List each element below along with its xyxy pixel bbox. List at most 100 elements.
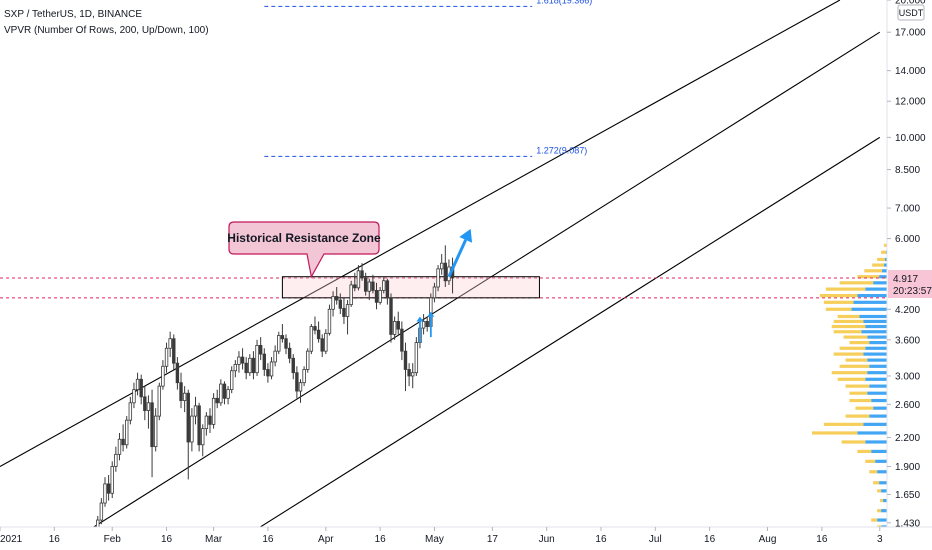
- vpvr-bar-down: [884, 243, 887, 247]
- candle-body: [331, 296, 335, 310]
- symbol-legend[interactable]: SXP / TetherUS, 1D, BINANCE: [4, 9, 143, 20]
- vpvr-bar-down: [823, 300, 854, 304]
- fib-level-label: 1.272(9.087): [536, 145, 587, 155]
- candle: [103, 477, 107, 507]
- candle: [193, 396, 198, 425]
- time-tick-label: 16: [595, 534, 607, 545]
- candle: [215, 389, 219, 409]
- vpvr-bar-down: [877, 489, 882, 493]
- time-tick-label: Feb: [104, 534, 122, 545]
- candle-body: [208, 415, 212, 425]
- candle: [367, 278, 371, 301]
- candle-body: [436, 268, 440, 288]
- candle-body: [99, 502, 104, 521]
- vpvr-bar-up: [869, 341, 887, 345]
- candle-body: [204, 415, 209, 430]
- indicator-legend[interactable]: VPVR (Number Of Rows, 200, Up/Down, 100): [4, 25, 209, 36]
- vpvr-bar-up: [857, 294, 887, 298]
- vpvr-bar-up: [873, 406, 887, 410]
- vpvr-bar-down: [855, 406, 874, 410]
- price-tick-label: 14.000: [895, 66, 926, 77]
- candle-body: [255, 345, 259, 374]
- vpvr-bar-up: [857, 431, 887, 435]
- candle-body: [251, 357, 256, 374]
- candle-body: [403, 350, 408, 370]
- candle: [172, 334, 176, 370]
- candle-body: [117, 438, 122, 455]
- candle-body: [103, 483, 107, 504]
- time-tick-label: 3: [877, 534, 883, 545]
- candle: [125, 416, 129, 449]
- vpvr-bar-up: [884, 263, 887, 267]
- candle: [396, 311, 400, 335]
- candle-body: [313, 326, 317, 331]
- vpvr-bar-up: [879, 275, 887, 279]
- candle-body: [392, 321, 397, 335]
- countdown-label: 20:23:57: [893, 286, 932, 297]
- candle: [175, 357, 180, 390]
- candle: [443, 245, 448, 287]
- vpvr-bar-up: [865, 324, 887, 329]
- candle: [237, 351, 241, 373]
- vpvr-bar-down: [857, 275, 880, 279]
- candle: [244, 357, 248, 380]
- arrow-head: [427, 311, 435, 317]
- price-tick-label: 7.000: [895, 204, 920, 215]
- candle: [392, 316, 397, 340]
- candle: [425, 316, 429, 332]
- candle: [356, 265, 361, 291]
- candle-body: [291, 357, 295, 374]
- candle: [284, 334, 288, 355]
- candle-body: [367, 281, 371, 292]
- candle-body: [306, 350, 310, 370]
- vpvr-bar-down: [843, 335, 868, 339]
- candle: [306, 348, 310, 373]
- candle: [164, 342, 169, 373]
- time-tick-label: Aug: [759, 534, 777, 545]
- candle-body: [425, 321, 429, 327]
- candle: [106, 475, 111, 501]
- vpvr-bar-down: [849, 398, 872, 403]
- candle-body: [287, 347, 292, 359]
- candle: [153, 408, 158, 452]
- price-tick-label: 1.430: [895, 518, 920, 529]
- currency-badge[interactable]: USDT: [897, 4, 925, 21]
- candle: [157, 382, 161, 421]
- vpvr-bar-down: [877, 257, 886, 262]
- vpvr-bar-down: [873, 481, 880, 485]
- price-tick-label: 2.600: [895, 400, 920, 411]
- vpvr-bar-up: [865, 440, 887, 444]
- vpvr-bar-down: [833, 319, 864, 324]
- channel-line: [92, 31, 881, 527]
- vpvr-bar-down: [845, 358, 868, 362]
- arrow-head: [416, 316, 424, 322]
- candle: [248, 354, 252, 376]
- candle-body: [233, 364, 238, 372]
- time-tick-label: 16: [704, 534, 716, 545]
- vpvr-bar-down: [845, 384, 870, 388]
- vpvr-bar-up: [865, 287, 887, 291]
- candle: [345, 300, 350, 335]
- vpvr-bar-down: [845, 414, 870, 418]
- vpvr-bar-up: [869, 384, 887, 388]
- candle: [411, 363, 415, 389]
- candle-body: [432, 286, 437, 299]
- candle: [414, 337, 419, 376]
- vpvr-bar-up: [865, 377, 887, 381]
- candle: [385, 278, 390, 305]
- time-tick-label: 16: [49, 534, 61, 545]
- candle-body: [226, 389, 230, 399]
- candle: [302, 366, 306, 387]
- candle: [309, 323, 314, 355]
- candle-body: [175, 362, 180, 384]
- candle: [338, 293, 343, 315]
- time-tick-label: 16: [816, 534, 828, 545]
- candle: [313, 316, 317, 335]
- vpvr-bar-up: [881, 489, 887, 493]
- candle: [150, 389, 154, 478]
- candle: [255, 339, 259, 376]
- price-tick-label: 17.000: [895, 28, 926, 39]
- breakout-arrow: [447, 228, 473, 278]
- vpvr-bar-up: [877, 518, 887, 522]
